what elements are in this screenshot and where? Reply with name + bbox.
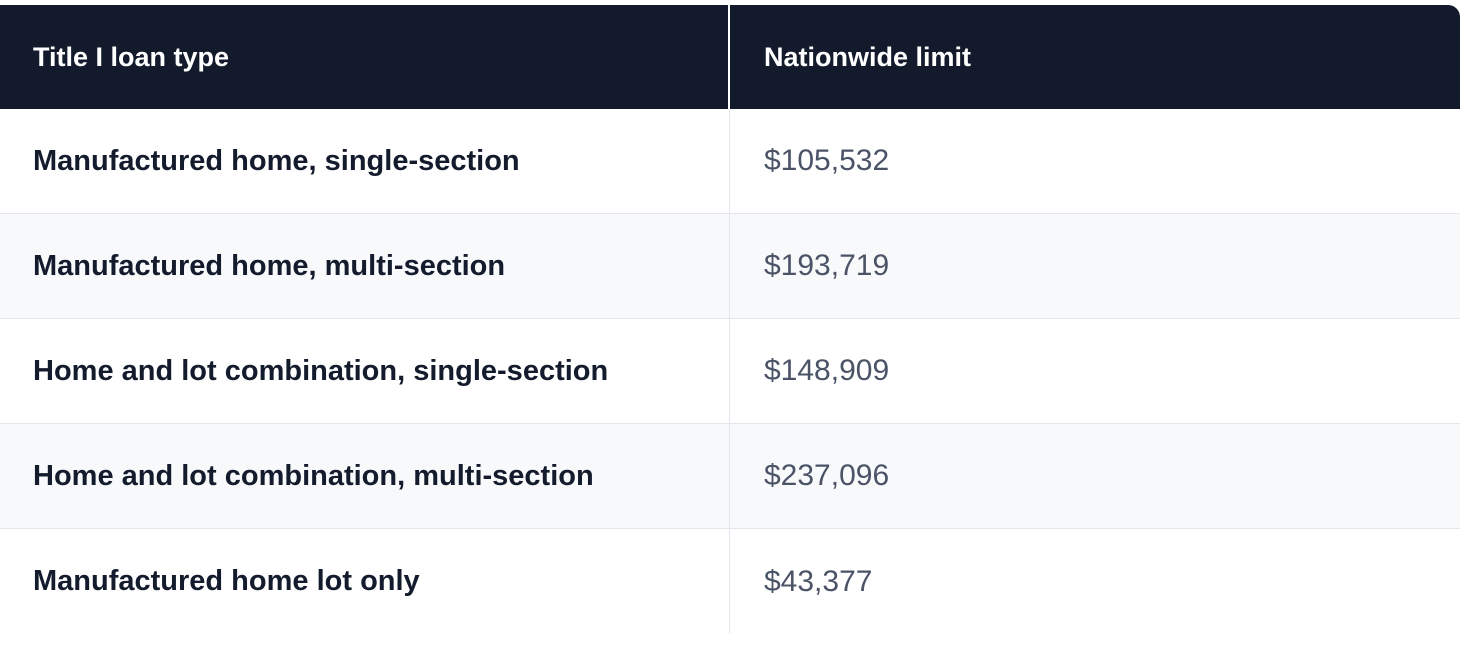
table-row: Manufactured home, single-section $105,5…: [0, 109, 1460, 214]
loan-type-cell: Manufactured home, multi-section: [0, 214, 730, 318]
table-row: Home and lot combination, multi-section …: [0, 424, 1460, 529]
limit-cell: $237,096: [764, 459, 890, 492]
loan-type-cell: Manufactured home, single-section: [0, 109, 730, 213]
header-nationwide-limit: Nationwide limit: [764, 41, 972, 72]
limit-cell: $148,909: [764, 354, 890, 387]
header-loan-type: Title I loan type: [0, 5, 730, 109]
table-row: Manufactured home lot only $43,377: [0, 529, 1460, 634]
loan-limits-table: Title I loan type Nationwide limit Manuf…: [0, 5, 1460, 634]
loan-type-cell: Home and lot combination, multi-section: [0, 424, 730, 528]
table-row: Manufactured home, multi-section $193,71…: [0, 214, 1460, 319]
limit-cell: $193,719: [764, 249, 890, 282]
loan-type-cell: Home and lot combination, single-section: [0, 319, 730, 423]
limit-cell: $105,532: [764, 144, 890, 177]
loan-type-cell: Manufactured home lot only: [0, 529, 730, 634]
limit-cell: $43,377: [764, 564, 873, 598]
table-row: Home and lot combination, single-section…: [0, 319, 1460, 424]
table-header-row: Title I loan type Nationwide limit: [0, 5, 1460, 109]
